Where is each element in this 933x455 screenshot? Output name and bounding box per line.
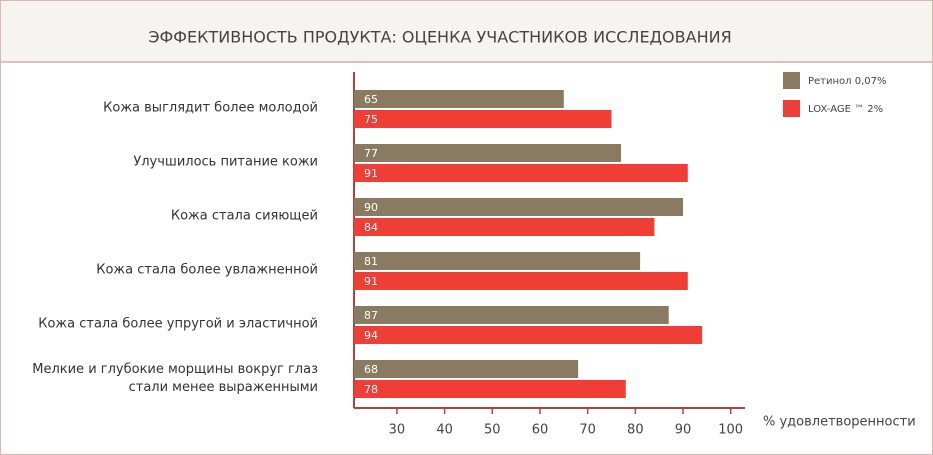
- x-axis-label: % удовлетворенности: [763, 415, 916, 430]
- value-label: 75: [364, 113, 378, 126]
- x-tick-label: 100: [718, 423, 743, 438]
- chart-title: ЭФФЕКТИВНОСТЬ ПРОДУКТА: ОЦЕНКА УЧАСТНИКО…: [148, 28, 731, 47]
- bar: [354, 110, 612, 128]
- value-label: 90: [364, 201, 378, 214]
- bar: [354, 326, 703, 344]
- value-label: 94: [364, 329, 378, 342]
- y-tick-label: Кожа стала более увлажненной: [96, 263, 318, 278]
- y-tick-label: Кожа стала сияющей: [171, 209, 318, 224]
- bar: [354, 164, 688, 182]
- x-tick-label: 30: [389, 423, 406, 438]
- legend-swatch: [783, 100, 800, 117]
- value-label: 87: [364, 309, 378, 322]
- value-label: 65: [364, 93, 378, 106]
- x-tick-label: 40: [436, 423, 453, 438]
- x-tick-label: 50: [484, 423, 501, 438]
- value-label: 91: [364, 275, 378, 288]
- value-label: 77: [364, 147, 378, 160]
- value-label: 91: [364, 167, 378, 180]
- bar: [354, 252, 641, 270]
- y-tick-label: Кожа стала более упругой и эластичной: [38, 317, 318, 332]
- value-label: 78: [364, 383, 378, 396]
- bar: [354, 272, 688, 290]
- y-tick-label: Улучшилось питание кожи: [133, 155, 318, 170]
- bar: [354, 360, 579, 378]
- legend-label: Ретинол 0,07%: [808, 76, 887, 87]
- y-tick-label: Кожа выглядит более молодой: [103, 101, 318, 116]
- x-tick-label: 60: [532, 423, 549, 438]
- legend-label: LOX-AGE ™ 2%: [808, 104, 883, 115]
- x-tick-label: 90: [675, 423, 692, 438]
- bar: [354, 198, 684, 216]
- title-band: [1, 1, 932, 62]
- value-label: 84: [364, 221, 378, 234]
- value-label: 68: [364, 363, 378, 376]
- bar: [354, 144, 622, 162]
- bar: [354, 218, 655, 236]
- y-tick-label: Мелкие и глубокие морщины вокруг глаз ста…: [32, 362, 318, 395]
- legend-swatch: [783, 72, 800, 89]
- bar: [354, 380, 626, 398]
- x-tick-label: 70: [579, 423, 596, 438]
- bar: [354, 90, 564, 108]
- x-tick-label: 80: [627, 423, 644, 438]
- value-label: 81: [364, 255, 378, 268]
- bar: [354, 306, 669, 324]
